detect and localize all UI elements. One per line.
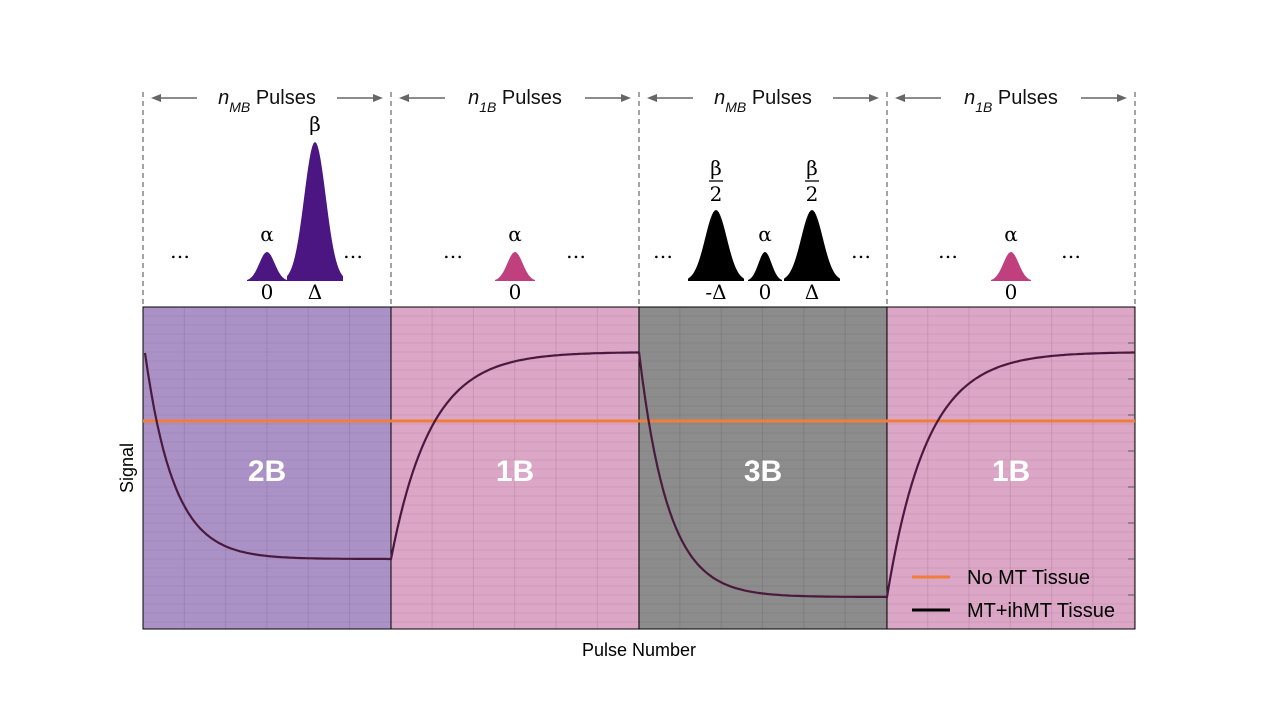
pulse-top-numerator: β [806,156,818,180]
pulses-3b: …β2-Δα0β2Δ… [653,156,871,304]
ellipsis: … [170,239,190,263]
pulse-bottom-label: -Δ [705,280,726,304]
pulse-shape [287,142,343,281]
segment-backgrounds [143,307,1135,629]
ellipsis: … [566,239,586,263]
ellipsis: … [443,239,463,263]
pulse-shape [495,252,535,281]
segment-label-2b: 2B [248,455,286,488]
segment-header-text: n1B Pulses [964,87,1058,115]
pulse-shape [688,210,744,281]
pulse-bottom-label: 0 [509,280,522,304]
ellipsis: … [653,239,673,263]
ellipsis: … [938,239,958,263]
ellipsis: … [1061,239,1081,263]
pulse-shape [748,252,782,281]
pulse-bottom-label: 0 [261,280,274,304]
segment-label-1b-second: 1B [992,455,1030,488]
arrow-right-icon [373,94,383,102]
segment-header-text: n1B Pulses [468,87,562,115]
arrow-right-icon [621,94,631,102]
pulse-top-label: α [1004,222,1018,246]
x-axis-label: Pulse Number [582,640,696,660]
legend-label-no-mt: No MT Tissue [967,567,1090,589]
pulses-2b: … α 0 β Δ … [170,112,363,304]
segment-header: n1B Pulses [399,87,631,115]
arrow-left-icon [647,94,657,102]
pulse-shape [784,210,840,281]
segment-header: nMB Pulses [647,87,879,115]
segment-bg-1b-second [887,307,1135,629]
arrow-left-icon [151,94,161,102]
pulse-top-label: α [260,222,274,246]
y-ticks [1128,342,1135,596]
arrow-right-icon [869,94,879,102]
segment-bg-3b [639,307,887,629]
pulse-bottom-label: 0 [759,280,772,304]
segment-label-1b-first: 1B [496,455,534,488]
mt-ihmt-tissue-curve [143,351,1135,599]
pulses-1b-second: … α 0 … [938,222,1081,304]
pulse-top-numerator: β [710,156,722,180]
segment-bg-2b [143,307,391,629]
segment-header: n1B Pulses [895,87,1127,115]
segment-label-3b: 3B [744,455,782,488]
legend: No MT Tissue MT+ihMT Tissue [912,567,1115,622]
legend-label-mt-ihmt: MT+ihMT Tissue [967,600,1115,622]
pulse-bottom-label: 0 [1005,280,1018,304]
pulse-shape [991,252,1031,281]
segment-header: nMB Pulses [151,87,383,115]
pulse-bottom-label: Δ [805,280,819,304]
segment-header-text: nMB Pulses [218,87,316,115]
pulse-top-denominator: 2 [710,182,723,206]
arrow-left-icon [895,94,905,102]
pulse-top-label: α [508,222,522,246]
pulse-shape [247,252,287,281]
pulses-1b-first: … α 0 … [443,222,586,304]
arrow-right-icon [1117,94,1127,102]
ellipsis: … [851,239,871,263]
segment-header-text: nMB Pulses [714,87,812,115]
ellipsis: … [343,239,363,263]
pulse-top-label: β [309,112,321,136]
pulse-top-label: α [758,222,772,246]
arrow-left-icon [399,94,409,102]
pulse-top-denominator: 2 [806,182,819,206]
y-axis-label: Signal [117,443,137,493]
pulse-bottom-label: Δ [308,280,322,304]
segment-headers: nMB Pulses n1B Pulses nMB Pulses n1B Pulses [151,87,1127,115]
